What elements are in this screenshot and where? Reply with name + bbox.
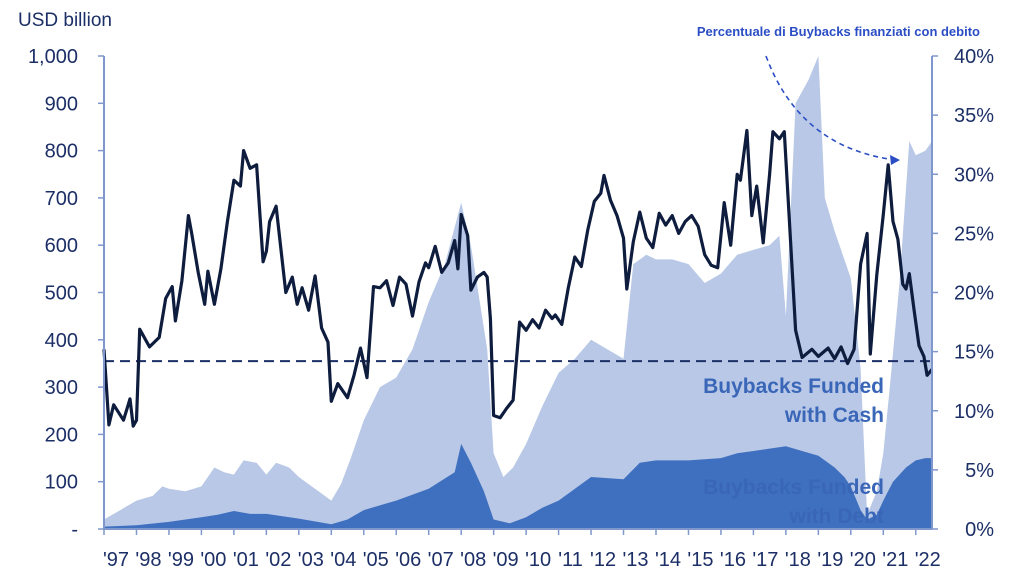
right-axis-ticks: 0% 5% 10% 15% 20% 25% 30% 35% 40% (954, 46, 994, 541)
right-tick-label: 5% (965, 460, 994, 482)
cash-annotation-line2: with Cash (784, 404, 884, 427)
annotation-arrow-head (890, 155, 900, 165)
left-tick-label: 900 (45, 93, 78, 115)
debt-annotation-line2: with Debt (789, 505, 885, 528)
right-tick-label: 20% (954, 283, 994, 305)
cash-annotation-line1: Buybacks Funded (703, 375, 884, 398)
series-area-cash (104, 56, 932, 529)
annotation-arrow (765, 55, 897, 161)
left-tick-label: 300 (45, 377, 78, 399)
series-area-debt (104, 443, 932, 529)
x-tick-label: '12 (590, 549, 616, 571)
x-tick-label: '01 (233, 549, 259, 571)
left-tick-label: 100 (45, 472, 78, 494)
left-axis-title: USD billion (18, 10, 112, 31)
line-layer (102, 128, 934, 428)
left-tick-label: 400 (45, 330, 78, 352)
x-tick-label: '21 (882, 549, 908, 571)
area-layer (104, 56, 932, 529)
x-tick-label: '15 (687, 549, 713, 571)
x-tick-label: '14 (655, 549, 681, 571)
right-tick-label: 40% (954, 46, 994, 68)
x-tick-label: '08 (460, 549, 486, 571)
right-axis-series-label: Percentuale di Buybacks finanziati con d… (697, 24, 980, 39)
left-axis-ticks: - 100 200 300 400 500 600 700 800 900 1,000 (28, 46, 78, 541)
x-tick-label: '16 (720, 549, 746, 571)
left-tick-label: 700 (45, 188, 78, 210)
x-tick-label: '17 (752, 549, 778, 571)
right-tick-label: 10% (954, 401, 994, 423)
right-tick-label: 15% (954, 342, 994, 364)
x-tick-label: '03 (298, 549, 324, 571)
x-tick-label: '02 (265, 549, 291, 571)
series-line-debt-percentage (102, 128, 934, 428)
right-tick-label: 30% (954, 164, 994, 186)
x-tick-label: '22 (915, 549, 941, 571)
debt-annotation-line1: Buybacks Funded (703, 476, 884, 499)
x-tick-label: '07 (428, 549, 454, 571)
x-tick-label: '18 (785, 549, 811, 571)
axes-layer (98, 55, 938, 535)
x-tick-label: '11 (558, 549, 583, 571)
x-tick-label: '04 (330, 549, 356, 571)
right-tick-label: 0% (965, 519, 994, 541)
left-tick-label: 500 (45, 283, 78, 305)
x-tick-label: '99 (168, 549, 194, 571)
x-tick-label: '10 (525, 549, 551, 571)
left-tick-label: 1,000 (28, 46, 78, 68)
x-tick-label: '05 (363, 549, 389, 571)
right-tick-label: 25% (954, 223, 994, 245)
x-axis-ticks: '97 '98 '99 '00 '01 '02 '03 '04 '05 '06 '07 '08 '09 '… (103, 549, 941, 571)
left-tick-label: 600 (45, 235, 78, 257)
left-tick-label: - (71, 519, 78, 541)
left-tick-label: 200 (45, 424, 78, 446)
x-tick-label: '19 (817, 549, 843, 571)
x-tick-label: '98 (135, 549, 161, 571)
x-tick-label: '20 (850, 549, 876, 571)
x-tick-label: '97 (103, 549, 129, 571)
x-tick-label: '00 (200, 549, 226, 571)
left-tick-label: 800 (45, 141, 78, 163)
right-tick-label: 35% (954, 105, 994, 127)
x-tick-label: '13 (622, 549, 648, 571)
x-tick-label: '09 (493, 549, 519, 571)
x-tick-label: '06 (395, 549, 421, 571)
